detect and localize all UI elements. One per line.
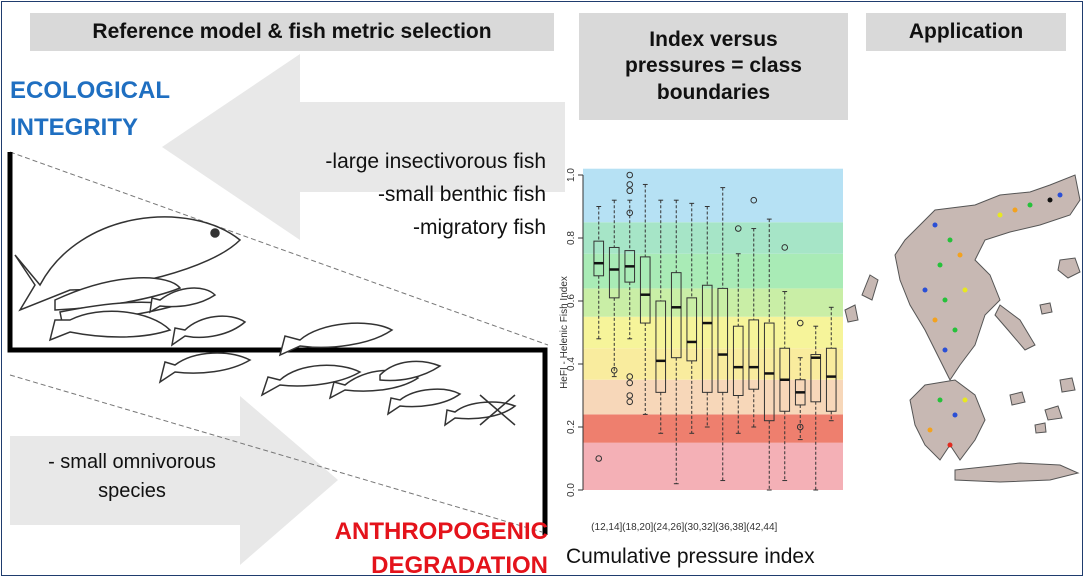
metric-large-insectivorous: -large insectivorous fish [325,150,546,173]
y-axis-label: HeFI - Helenic Fish Index [559,276,570,389]
map-island-4 [1034,422,1047,434]
box-7 [701,284,713,393]
ecological-label-line2: INTEGRITY [10,114,139,141]
fish-small-10 [444,401,517,427]
header-index-text: Index versus pressures = class boundarie… [625,28,802,104]
x-tick-label-3: (30,32] [684,522,715,533]
boxplot-chart: 0.0 0.2 0.4 0.6 0.8 1.0 HeFI - Helenic Fish In… [559,168,843,533]
metric-migratory: -migratory fish [412,216,546,239]
header-application: Application [866,13,1066,51]
class-band-1 [583,414,843,443]
header-reference-model: Reference model & fish metric selection [30,13,554,51]
box-outlier-0-0 [595,455,603,462]
upper-dashed-line [9,151,549,346]
box-6 [686,297,698,362]
box-outlier-2-4 [626,373,634,380]
box-outlier-12-0 [781,244,789,251]
ecological-integrity-label: ECOLOGICAL INTEGRITY [10,72,170,146]
fish-illustrations [14,216,517,427]
map-island-3 [1044,405,1063,421]
integrity-boundary [7,152,548,535]
box-15 [825,347,837,412]
class-band-4 [583,316,843,349]
map-lesvos [1057,257,1081,279]
map-island-2 [1009,391,1026,406]
fish-small-9 [386,388,462,416]
box-outlier-13-1 [796,423,804,431]
anthropogenic-degradation-label: ANTHROPOGENIC DEGRADATION [248,515,548,583]
map-mainland [894,174,1081,381]
box-outlier-2-5 [626,379,634,387]
fish-small-6 [260,364,362,397]
class-band-0 [583,442,843,490]
y-tick-label-2: 0.4 [566,357,577,371]
fish-small-1 [149,287,217,314]
map-island-5 [1059,377,1076,393]
box-outlier-13-0 [796,319,804,327]
x-tick-label-0: (12,14] [591,522,622,533]
map-crete [954,462,1080,483]
class-band-5 [583,288,843,317]
box-1 [608,246,620,299]
map-peloponnese [909,379,986,461]
box-5 [670,272,682,359]
box-outlier-2-1 [626,181,634,188]
box-11 [763,322,775,422]
box-3 [639,256,651,324]
box-outlier-2-3 [626,209,634,217]
box-10 [748,319,760,390]
fish-small-5 [158,352,252,384]
x-tick-label-2: (24,26] [653,522,684,533]
class-band-6 [583,253,843,289]
map-island-1 [1039,302,1053,315]
box-outlier-2-7 [626,398,634,406]
class-band-2 [583,379,843,415]
box-9 [732,325,744,397]
y-tick-label-1: 0.2 [566,420,577,434]
anthropogenic-label-line1: ANTHROPOGENIC [334,518,548,545]
metric-small-benthic: -small benthic fish [377,183,546,206]
x-tick-label-5: (42,44] [746,522,777,533]
fish-small-2 [48,310,172,342]
box-8 [717,287,729,393]
header-index-vs-pressures: Index versus pressures = class boundarie… [579,13,848,120]
box-outlier-2-0 [626,171,634,179]
x-axis-title: Cumulative pressure index [566,545,815,568]
fish-small-3 [170,315,247,347]
right-arrow [10,396,338,565]
box-4 [655,300,667,393]
box-outlier-10-0 [750,196,758,204]
lower-dashed-line [9,374,543,533]
box-outlier-1-0 [610,367,618,374]
class-band-3 [583,348,843,380]
map-sites [922,192,1063,448]
class-band-7 [583,222,843,254]
x-tick-label-1: (18,20] [622,522,653,533]
map-evia [994,304,1036,351]
box-14 [810,354,822,403]
fish-small-8 [379,360,442,382]
box-0 [593,240,605,277]
box-outlier-9-0 [734,225,742,232]
box-outlier-2-6 [626,392,634,399]
box-outlier-2-2 [626,187,634,195]
greece-map [844,174,1081,483]
anthropogenic-label-line2: DEGRADATION [371,552,548,579]
x-tick-label-4: (36,38] [715,522,746,533]
y-tick-label-0: 0.0 [566,483,577,497]
map-corfu [861,274,879,301]
fish-small-4 [278,322,394,357]
y-tick-label-4: 0.8 [566,231,577,245]
y-tick-label-5: 1.0 [566,168,577,182]
class-band-8 [583,168,843,223]
left-arrow [162,54,565,240]
y-tick-label-3: 0.6 [566,294,577,308]
map-island-6 [844,304,859,323]
omnivorous-species-text: - small omnivorous species [48,451,216,502]
ecological-label-line1: ECOLOGICAL [10,77,170,104]
